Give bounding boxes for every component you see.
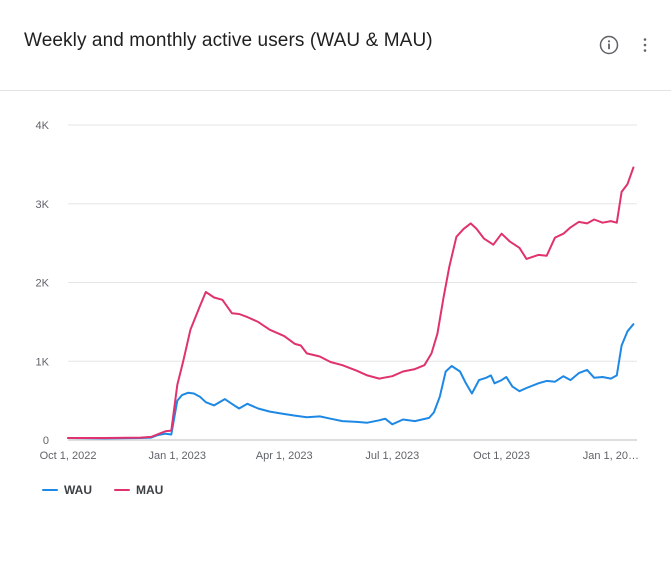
legend-label-wau: WAU bbox=[64, 483, 92, 497]
legend-swatch-wau bbox=[42, 489, 58, 491]
card-title: Weekly and monthly active users (WAU & M… bbox=[24, 30, 433, 51]
legend-item-mau[interactable]: MAU bbox=[114, 483, 163, 497]
legend-swatch-mau bbox=[114, 489, 130, 491]
x-tick-label: Apr 1, 2023 bbox=[256, 450, 313, 462]
legend-item-wau[interactable]: WAU bbox=[42, 483, 92, 497]
y-axis-ticks: 0 1K 2K 3K 4K bbox=[36, 120, 50, 447]
info-icon bbox=[599, 35, 619, 55]
series-lines bbox=[67, 166, 635, 440]
more-options-button[interactable] bbox=[635, 35, 655, 55]
x-tick-label: Jan 1, 2023 bbox=[149, 450, 207, 462]
x-tick-label: Jan 1, 20… bbox=[583, 450, 639, 462]
y-tick-label: 1K bbox=[36, 356, 50, 368]
x-tick-label: Jul 1, 2023 bbox=[365, 450, 419, 462]
y-tick-label: 2K bbox=[36, 278, 50, 290]
y-tick-label: 0 bbox=[43, 435, 49, 447]
x-tick-label: Oct 1, 2023 bbox=[473, 450, 530, 462]
x-tick-label: Oct 1, 2022 bbox=[40, 450, 97, 462]
series-line-wau bbox=[67, 323, 635, 440]
chart-legend: WAU MAU bbox=[42, 480, 185, 500]
grid-lines bbox=[68, 124, 637, 441]
series-line-mau bbox=[67, 166, 635, 439]
legend-label-mau: MAU bbox=[136, 483, 164, 497]
info-button[interactable] bbox=[599, 35, 619, 55]
y-tick-label: 3K bbox=[36, 199, 50, 211]
line-chart: 0 1K 2K 3K 4K Oct 1, 2022 Jan 1, 2023 Apr 1, 2… bbox=[36, 120, 639, 462]
card-header: Weekly and monthly active users (WAU & M… bbox=[0, 0, 671, 91]
more-vert-icon bbox=[643, 38, 647, 52]
x-axis-ticks: Oct 1, 2022 Jan 1, 2023 Apr 1, 2023 Jul 1, … bbox=[40, 450, 639, 462]
y-tick-label: 4K bbox=[36, 120, 50, 132]
